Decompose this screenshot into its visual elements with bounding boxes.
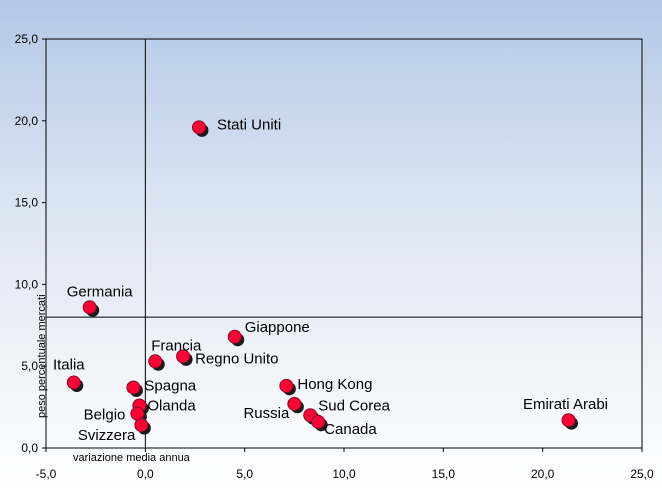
x-tick-label: 15,0	[432, 467, 456, 481]
data-point	[279, 378, 294, 393]
x-tick-label: 20,0	[531, 467, 555, 481]
data-point	[148, 354, 163, 369]
point-label: Belgio	[84, 407, 126, 424]
point-label: Emirati Arabi	[523, 396, 608, 413]
y-tick-label: 20,0	[15, 114, 39, 128]
point-label: Stati Uniti	[217, 116, 281, 133]
y-tick-label: 15,0	[15, 196, 39, 210]
point-label: Germania	[67, 283, 134, 300]
data-point	[311, 414, 326, 429]
data-point	[176, 349, 191, 364]
point-label: Svizzera	[78, 427, 136, 444]
y-axis-ticks: 0,0 5,0 10,0 15,0 20,0 25,0	[15, 32, 46, 455]
y-axis-label: peso percentuale mercati	[36, 294, 48, 418]
x-tick-label: -5,0	[36, 467, 57, 481]
point-label: Italia	[53, 357, 85, 374]
point-label: Hong Kong	[297, 376, 372, 393]
x-tick-label: 5,0	[236, 467, 253, 481]
data-point	[561, 413, 576, 428]
y-tick-label: 10,0	[15, 277, 39, 291]
point-label: Russia	[243, 405, 290, 422]
point-labels: Stati Uniti Germania Giappone FranciaRegno …	[53, 116, 608, 444]
point-label: Francia	[151, 337, 202, 354]
y-tick-label: 25,0	[15, 32, 39, 46]
y-tick-label: 5,0	[21, 359, 38, 373]
data-point	[287, 396, 302, 411]
x-axis-label: variazione media annua	[73, 452, 191, 464]
data-point	[134, 418, 149, 433]
point-label: Canada	[324, 421, 377, 438]
point-label: Sud Corea	[318, 397, 390, 414]
data-point	[82, 300, 97, 315]
data-point	[66, 375, 81, 390]
point-label: Regno Unito	[195, 350, 278, 367]
data-point	[191, 120, 206, 135]
data-points	[66, 120, 578, 435]
reference-lines	[46, 39, 642, 448]
x-tick-label: 10,0	[332, 467, 356, 481]
point-label: Giappone	[245, 319, 310, 336]
point-label: Olanda	[147, 397, 196, 414]
point-label: Spagna	[144, 377, 196, 394]
x-tick-label: 25,0	[630, 467, 654, 481]
data-point	[227, 329, 242, 344]
data-point	[126, 380, 141, 395]
x-axis-ticks: -5,0 0,0 5,0 10,0 15,0 20,0 25,0	[36, 448, 654, 481]
x-tick-label: 0,0	[137, 467, 154, 481]
y-tick-label: 0,0	[21, 441, 38, 455]
